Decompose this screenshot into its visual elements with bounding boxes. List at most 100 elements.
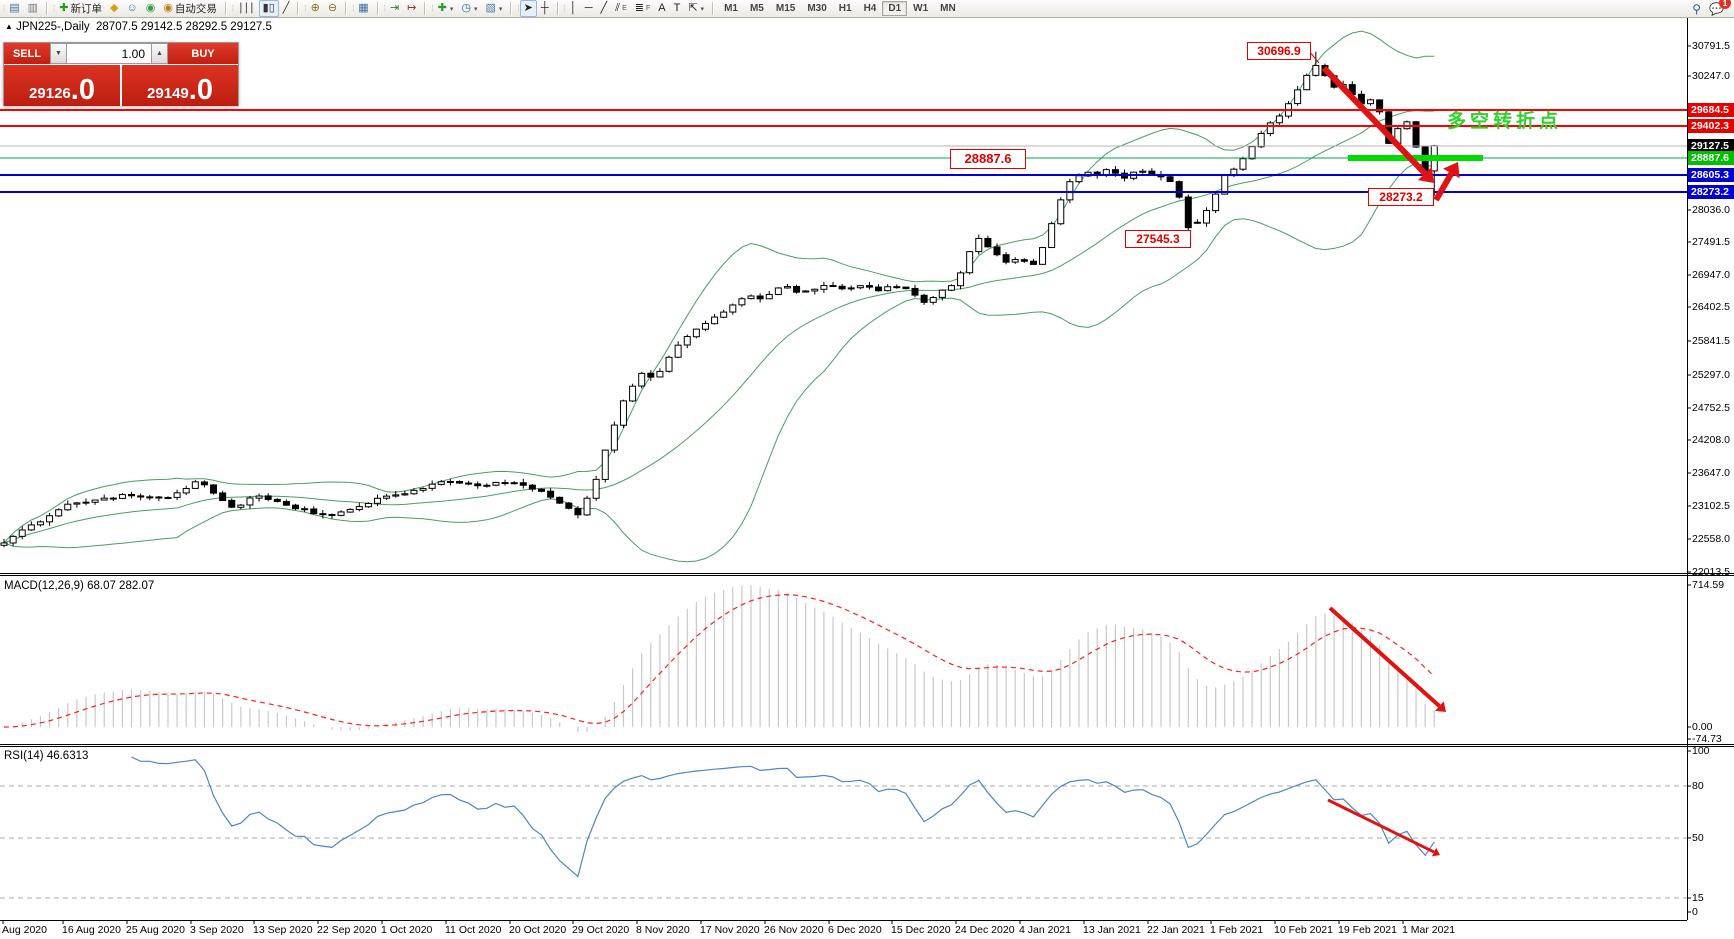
drag-handle[interactable]: ⁞: [3, 4, 5, 13]
buy-price-button[interactable]: 29149 .0: [122, 65, 238, 106]
toolbar-separator: [510, 2, 513, 15]
label-icon[interactable]: T: [670, 0, 685, 17]
candle-body: [674, 344, 682, 358]
candle-body: [346, 508, 354, 513]
chat-icon[interactable]: 💬 1: [1709, 0, 1731, 16]
turning-point-text[interactable]: 多空转折点: [1447, 111, 1563, 132]
buy-button[interactable]: BUY: [168, 43, 238, 64]
signals-icon[interactable]: ◉: [142, 0, 160, 17]
rsi-down-arrow[interactable]: [1327, 798, 1435, 854]
timeframe-m1[interactable]: M1: [724, 3, 738, 14]
drag-handle[interactable]: ⁞: [352, 4, 354, 13]
drag-handle[interactable]: ⁞: [431, 4, 433, 13]
drag-handle[interactable]: ⁞: [304, 4, 306, 13]
line-chart-icon: ╱: [282, 2, 290, 14]
templates-icon[interactable]: ▧ ▾: [481, 0, 506, 17]
low-price-label[interactable]: 28273.2: [1368, 188, 1434, 206]
auto-scroll-icon[interactable]: ⇥: [386, 0, 403, 17]
zoom-in-icon[interactable]: ⊕: [307, 0, 324, 17]
timeframe-mn[interactable]: MN: [940, 3, 956, 14]
crosshair-icon[interactable]: ┼: [537, 0, 553, 17]
arrows-icon[interactable]: ⇱ ▾: [684, 0, 708, 17]
zoom-out-icon[interactable]: ⊖: [324, 0, 341, 17]
price-down-arrow-head: [1417, 166, 1434, 183]
peak-price-label[interactable]: 30696.9: [1247, 42, 1311, 60]
vertical-line-icon[interactable]: │: [566, 0, 581, 17]
text-icon[interactable]: A: [654, 0, 669, 17]
candle-body: [355, 506, 363, 511]
autotrade-button[interactable]: ◉ 自动交易: [159, 0, 221, 17]
chevron-down-icon[interactable]: ▾: [498, 5, 503, 13]
toolbar-separator: [297, 2, 300, 15]
candle-body: [155, 496, 163, 499]
support-price-label[interactable]: 28887.6: [950, 149, 1026, 169]
sell-price-button[interactable]: 29126 .0: [4, 65, 120, 106]
timeframe-h1[interactable]: H1: [838, 3, 852, 14]
candle-body: [1066, 181, 1074, 201]
candle-body: [528, 484, 536, 490]
drag-handle[interactable]: ⁞: [517, 4, 519, 13]
line-chart-icon[interactable]: ╱: [279, 0, 294, 17]
candle-body: [18, 529, 26, 537]
timeframe-h4[interactable]: H4: [863, 3, 877, 14]
toolbar-group: ⁞ ⊕ ⊖: [301, 0, 343, 17]
candle-body: [920, 294, 928, 303]
timeframe-m5[interactable]: M5: [749, 3, 764, 14]
volume-input[interactable]: 1.00: [67, 43, 151, 64]
volume-up-button[interactable]: ▲: [151, 43, 168, 64]
zoom-in-icon: ⊕: [310, 2, 320, 14]
timeframe-d1[interactable]: D1: [882, 1, 908, 16]
bollinger-band: [3, 162, 1435, 563]
candle-body: [1303, 74, 1311, 91]
timeframe-w1[interactable]: W1: [913, 3, 929, 14]
volume-down-button[interactable]: ▼: [50, 43, 67, 64]
candle-body: [401, 493, 409, 496]
timeframe-m15[interactable]: M15: [775, 3, 796, 14]
new-order-button[interactable]: ✚ 新订单: [55, 0, 106, 17]
autotrade-icon: ◉: [163, 2, 173, 14]
chart-shift-icon[interactable]: ↦: [403, 0, 420, 17]
price-down-arrow[interactable]: [1321, 65, 1428, 176]
chevron-down-icon[interactable]: ▾: [473, 5, 478, 13]
candle-chart-icon[interactable]: ▮▯: [258, 0, 279, 17]
bar-chart-icon[interactable]: ∣∣∣: [234, 0, 259, 17]
candle-body: [793, 285, 801, 293]
candle-body: [46, 515, 54, 523]
channel-icon[interactable]: ⫽ E: [611, 0, 631, 17]
new-chart-icon[interactable]: ▤: [5, 0, 23, 17]
candle-body: [27, 524, 35, 531]
macd-down-arrow[interactable]: [1328, 606, 1441, 708]
drag-handle[interactable]: ⁞: [231, 4, 234, 13]
dip-price-label[interactable]: 27545.3: [1125, 230, 1191, 248]
fibonacci-icon[interactable]: ≣ F: [631, 0, 655, 17]
chevron-down-icon[interactable]: ▾: [700, 5, 705, 13]
bollinger-band: [3, 109, 1435, 544]
quotes-icon[interactable]: ◆: [106, 0, 122, 17]
trendline-icon[interactable]: ╱: [597, 0, 612, 17]
turning-point-bar[interactable]: [1348, 155, 1483, 161]
indicators-icon[interactable]: ✚ ▾: [434, 0, 458, 17]
candle-body: [328, 514, 336, 517]
chevron-down-icon[interactable]: ▾: [449, 5, 454, 13]
candle-body: [929, 297, 937, 303]
candle-body: [683, 336, 691, 346]
candle-body: [1075, 175, 1083, 183]
drag-handle[interactable]: ⁞: [383, 4, 386, 13]
sell-button[interactable]: SELL: [4, 43, 50, 64]
candle-body: [756, 295, 764, 300]
price-bounce-arrow[interactable]: [1433, 171, 1454, 202]
drag-handle[interactable]: ⁞: [53, 4, 55, 13]
drag-handle[interactable]: ⁞: [563, 4, 566, 13]
tile-windows-icon[interactable]: ▦: [354, 0, 372, 17]
periods-icon[interactable]: ◷ ▾: [457, 0, 481, 17]
search-icon[interactable]: ⚲: [1692, 1, 1702, 16]
candle-body: [337, 511, 345, 516]
navigator-icon[interactable]: ☺: [122, 0, 141, 17]
cursor-icon[interactable]: ➤: [519, 0, 537, 17]
horizontal-line-icon[interactable]: ─: [581, 0, 597, 17]
candle-body: [419, 487, 427, 491]
profiles-icon[interactable]: ▥: [24, 0, 42, 17]
candle-body: [765, 293, 773, 300]
timeframe-m30[interactable]: M30: [807, 3, 827, 14]
